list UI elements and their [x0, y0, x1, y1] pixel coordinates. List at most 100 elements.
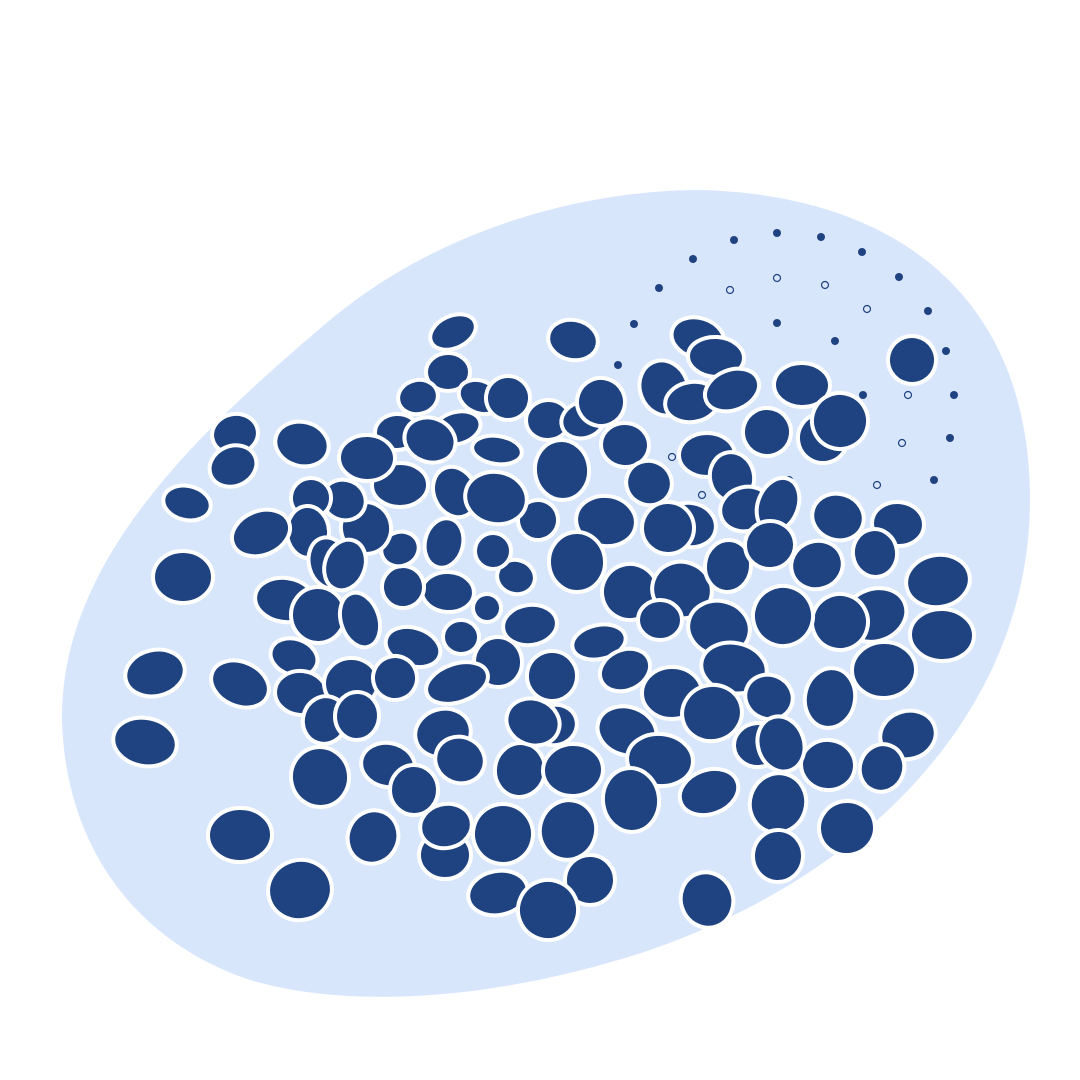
cells-group — [111, 312, 976, 942]
cell — [817, 798, 877, 858]
cell — [387, 763, 441, 817]
cell — [546, 530, 608, 594]
cell — [470, 433, 524, 467]
cell — [751, 584, 815, 648]
cell — [850, 527, 900, 579]
cell — [463, 469, 529, 527]
dot — [831, 337, 839, 345]
cell — [904, 552, 972, 610]
cell — [123, 647, 187, 699]
cell — [288, 745, 352, 809]
cell — [418, 801, 474, 851]
cell — [741, 406, 793, 458]
cell — [433, 734, 487, 786]
cell — [424, 660, 490, 706]
hollow-dot — [820, 280, 830, 290]
cell — [206, 805, 274, 865]
cell — [441, 617, 481, 657]
cell — [624, 458, 674, 508]
cell — [428, 312, 478, 352]
cell — [597, 646, 653, 694]
cell — [161, 483, 213, 523]
cell — [209, 658, 271, 710]
hollow-dot — [862, 304, 872, 314]
cell — [680, 682, 744, 744]
cell — [743, 672, 795, 722]
dot — [655, 284, 663, 292]
cell — [273, 419, 331, 469]
hollow-dot — [725, 285, 735, 295]
cell — [570, 622, 628, 662]
cell — [546, 317, 600, 363]
cell — [484, 374, 532, 422]
hollow-dot — [897, 438, 907, 448]
dot — [689, 255, 697, 263]
cell — [755, 714, 807, 774]
cell — [322, 537, 368, 593]
cell — [495, 557, 537, 597]
cell — [532, 438, 592, 502]
dot — [773, 229, 781, 237]
hollow-dot — [872, 480, 882, 490]
cell — [471, 802, 535, 866]
cell — [516, 498, 560, 542]
cell — [402, 415, 458, 465]
cell — [678, 870, 736, 930]
cell — [810, 491, 866, 543]
cell — [537, 798, 599, 862]
cell — [473, 531, 513, 571]
cell — [371, 654, 419, 702]
cell — [345, 808, 401, 866]
cell — [541, 741, 605, 799]
cell — [886, 334, 938, 386]
cell — [677, 766, 741, 818]
cell — [207, 443, 259, 489]
dot — [950, 391, 958, 399]
cell — [702, 366, 762, 414]
hollow-dot — [903, 390, 913, 400]
cell — [229, 507, 293, 559]
cell — [908, 606, 976, 664]
cell — [857, 742, 907, 794]
dot — [924, 307, 932, 315]
cell — [501, 602, 559, 648]
cell — [337, 590, 383, 650]
cell — [810, 391, 870, 451]
dot — [773, 319, 781, 327]
cell — [850, 639, 918, 701]
cell — [516, 878, 580, 942]
cell — [337, 432, 397, 484]
cell — [702, 538, 754, 594]
cell — [750, 828, 806, 884]
cell — [422, 516, 466, 570]
dot — [946, 434, 954, 442]
cell — [575, 376, 627, 428]
dot-pattern — [614, 229, 958, 500]
cell — [743, 518, 797, 572]
cell — [471, 592, 503, 624]
cell — [266, 857, 334, 923]
hollow-dot — [772, 273, 782, 283]
cell — [600, 766, 662, 834]
cell — [599, 420, 651, 470]
dot — [817, 233, 825, 241]
cell — [379, 529, 421, 569]
cell — [424, 350, 472, 394]
hollow-dot — [667, 452, 677, 462]
dot — [942, 347, 950, 355]
dot — [930, 476, 938, 484]
dot — [895, 273, 903, 281]
cell — [151, 549, 215, 605]
cell — [563, 853, 617, 907]
dot — [614, 361, 622, 369]
cell — [332, 690, 382, 742]
cell — [789, 538, 845, 592]
cell — [636, 597, 684, 643]
dot — [730, 236, 738, 244]
cell — [802, 666, 858, 730]
cell — [111, 715, 179, 769]
cell — [525, 649, 579, 703]
dot — [858, 248, 866, 256]
cell — [396, 377, 440, 417]
